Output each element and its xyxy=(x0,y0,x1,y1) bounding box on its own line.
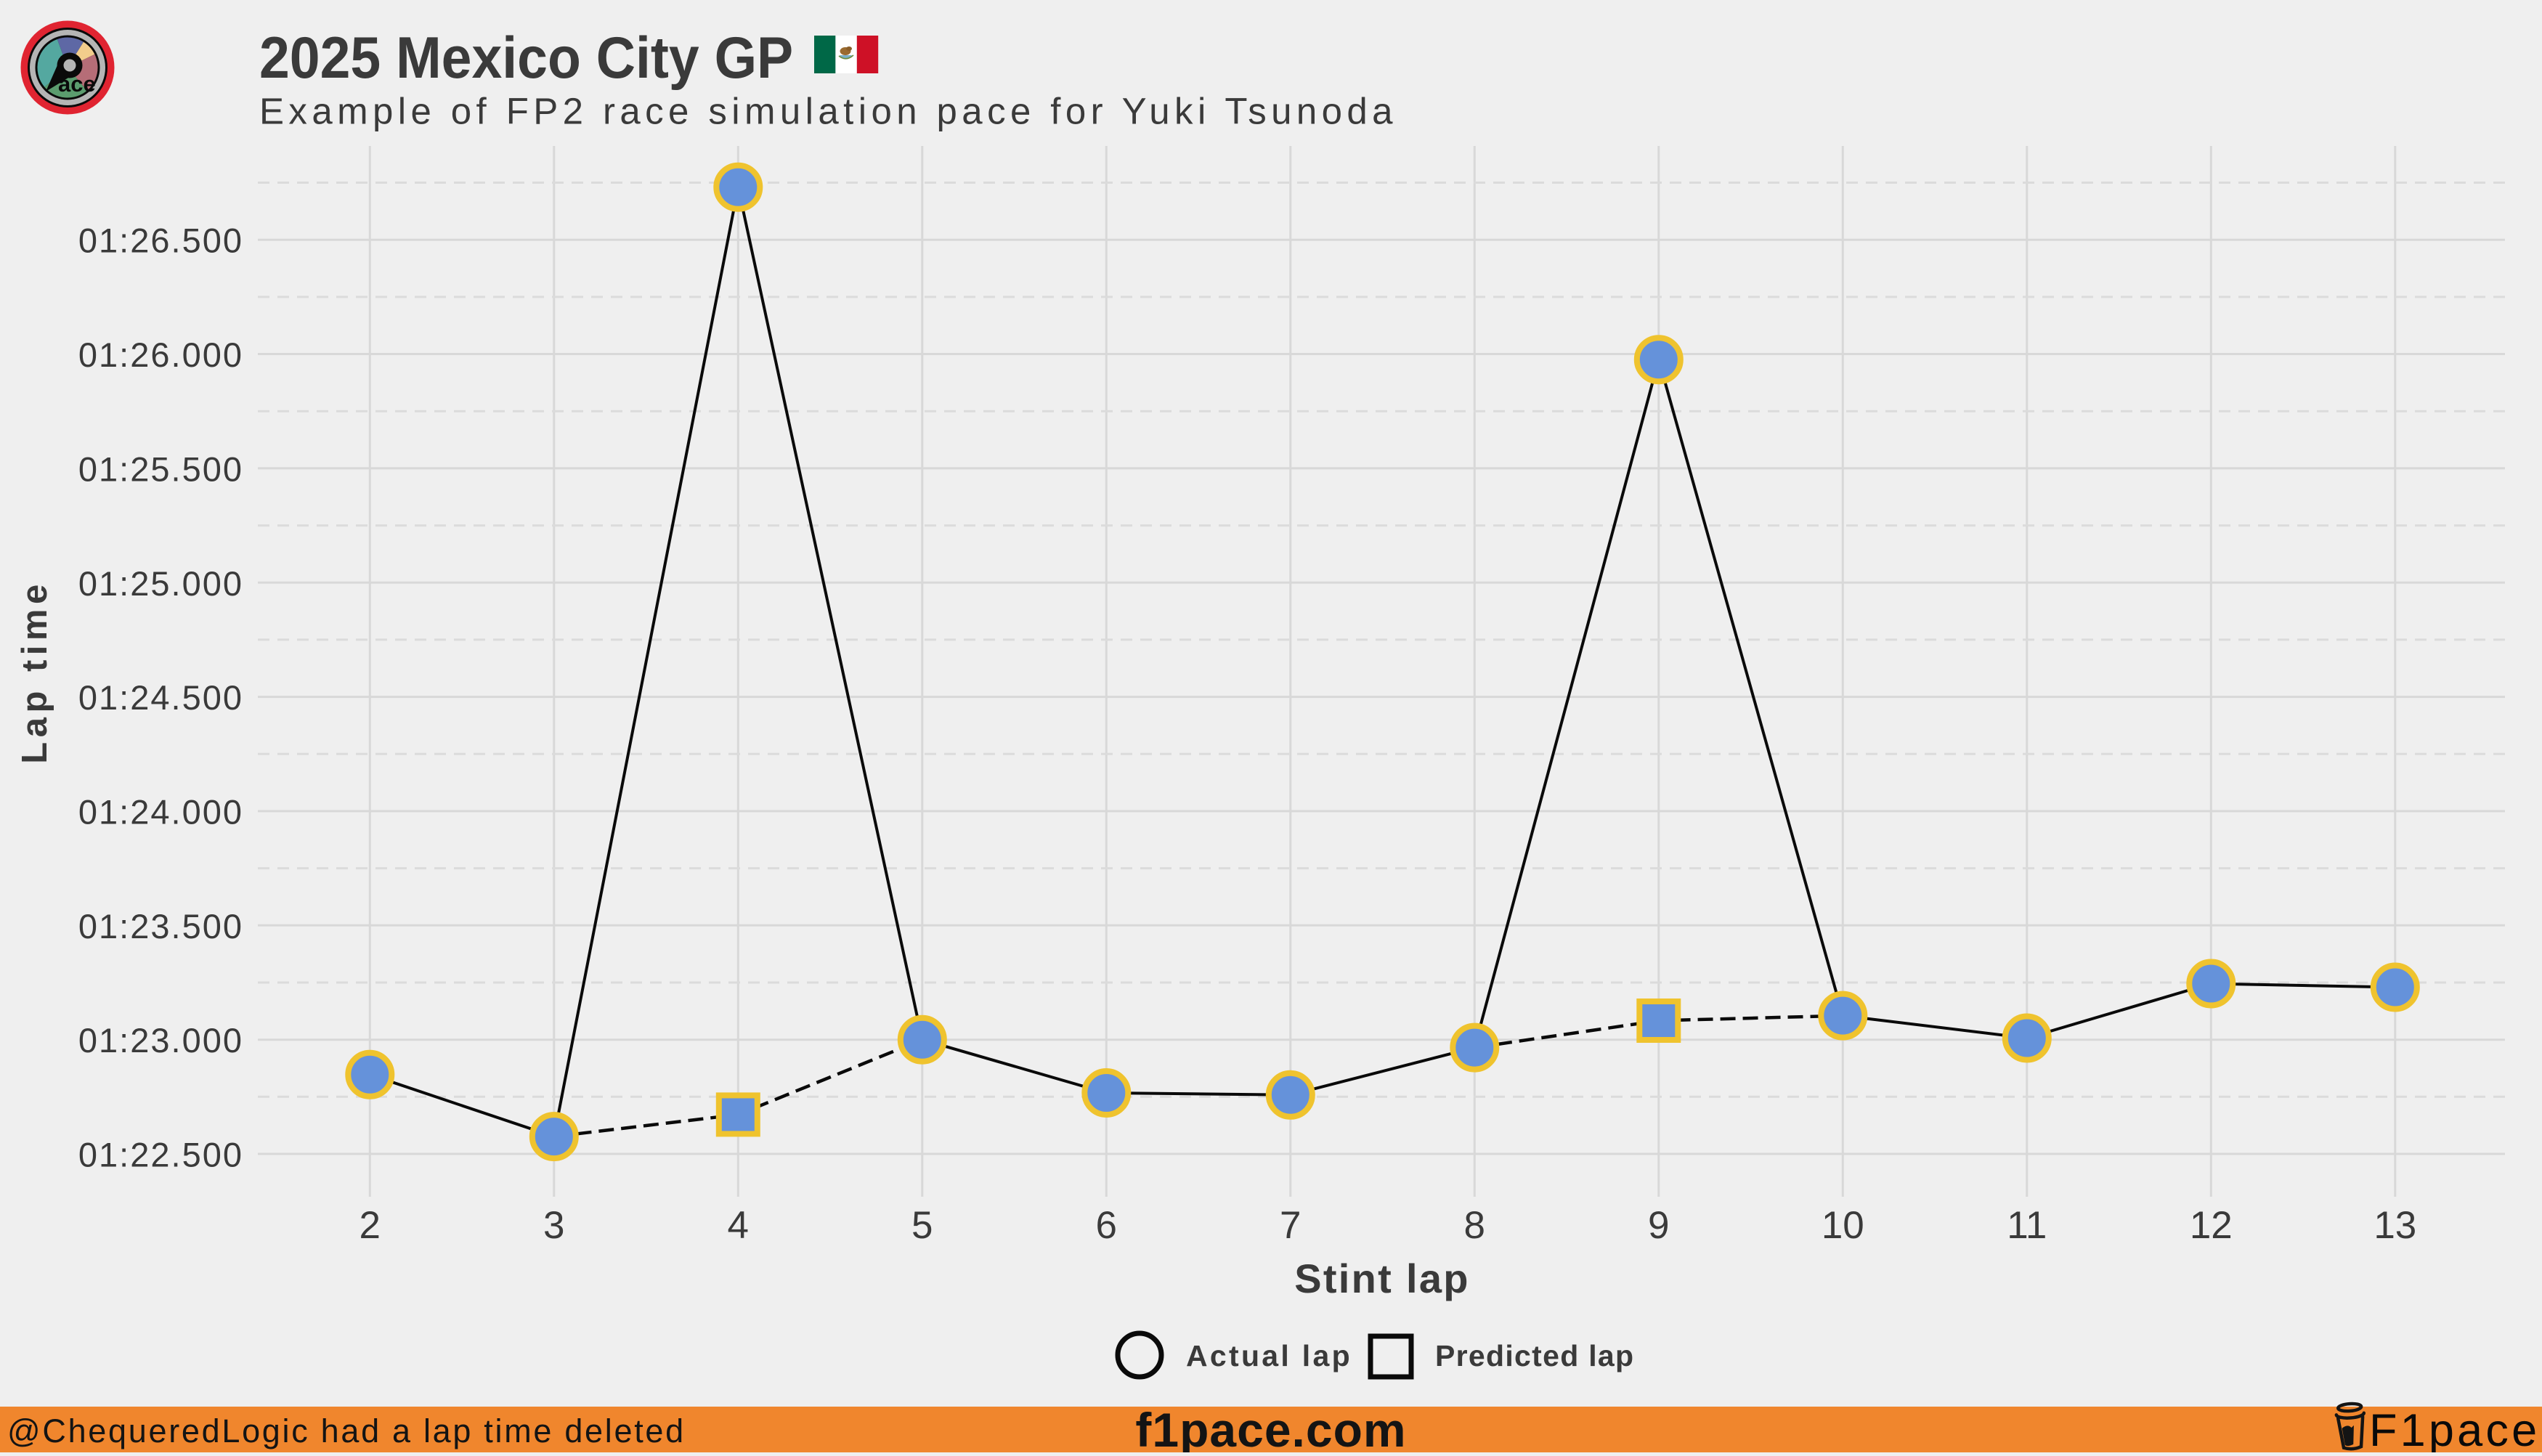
svg-text:6: 6 xyxy=(1096,1204,1117,1247)
svg-text:01:26.500: 01:26.500 xyxy=(78,221,243,260)
svg-text:f1pace.com: f1pace.com xyxy=(1135,1403,1406,1452)
svg-text:4: 4 xyxy=(728,1204,749,1247)
svg-text:3: 3 xyxy=(543,1204,564,1247)
svg-text:01:25.500: 01:25.500 xyxy=(78,450,243,488)
svg-text:9: 9 xyxy=(1648,1204,1669,1247)
svg-text:10: 10 xyxy=(1822,1204,1864,1247)
svg-text:Stint lap: Stint lap xyxy=(1294,1256,1470,1301)
svg-text:01:23.500: 01:23.500 xyxy=(78,907,243,945)
svg-text:2: 2 xyxy=(360,1204,381,1247)
svg-text:ace: ace xyxy=(58,71,96,97)
svg-text:01:24.500: 01:24.500 xyxy=(78,678,243,717)
svg-text:Predicted lap: Predicted lap xyxy=(1435,1339,1634,1372)
svg-text:2025 Mexico City GP: 2025 Mexico City GP xyxy=(259,24,793,90)
svg-text:5: 5 xyxy=(911,1204,933,1247)
svg-text:12: 12 xyxy=(2190,1204,2233,1247)
svg-text:01:25.000: 01:25.000 xyxy=(78,564,243,603)
svg-text:Example of FP2 race simulation: Example of FP2 race simulation pace for … xyxy=(259,91,1397,132)
svg-text:13: 13 xyxy=(2374,1204,2416,1247)
svg-text:8: 8 xyxy=(1464,1204,1485,1247)
svg-text:01:23.000: 01:23.000 xyxy=(78,1021,243,1060)
svg-text:Lap time: Lap time xyxy=(15,579,54,763)
svg-text:01:22.500: 01:22.500 xyxy=(78,1136,243,1174)
svg-text:7: 7 xyxy=(1280,1204,1301,1247)
svg-text:01:26.000: 01:26.000 xyxy=(78,335,243,374)
svg-text:11: 11 xyxy=(2007,1204,2047,1247)
svg-text:Actual lap: Actual lap xyxy=(1186,1339,1352,1372)
svg-text:@ChequeredLogic had a lap time: @ChequeredLogic had a lap time deleted xyxy=(7,1412,686,1449)
svg-text:01:24.000: 01:24.000 xyxy=(78,793,243,831)
svg-text:F1pace: F1pace xyxy=(2369,1405,2540,1452)
